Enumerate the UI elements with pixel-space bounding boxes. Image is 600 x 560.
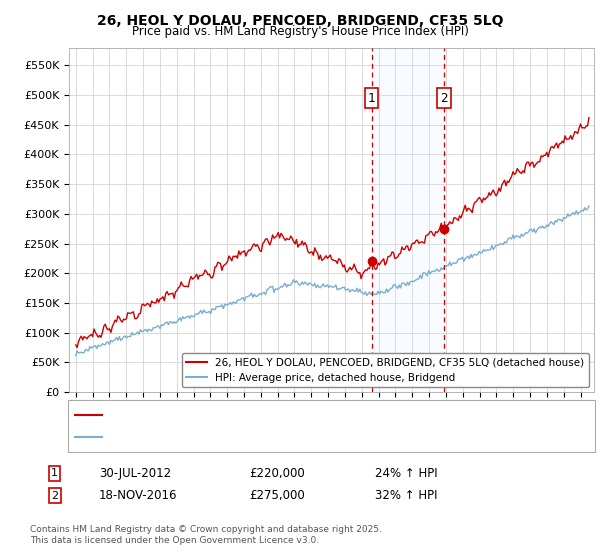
Text: 32% ↑ HPI: 32% ↑ HPI [375,489,437,502]
Text: Contains HM Land Registry data © Crown copyright and database right 2025.
This d: Contains HM Land Registry data © Crown c… [30,525,382,545]
Text: 26, HEOL Y DOLAU, PENCOED, BRIDGEND, CF35 5LQ: 26, HEOL Y DOLAU, PENCOED, BRIDGEND, CF3… [97,14,503,28]
Text: 30-JUL-2012: 30-JUL-2012 [99,466,171,480]
Text: 1: 1 [51,468,58,478]
Text: £275,000: £275,000 [249,489,305,502]
Legend: 26, HEOL Y DOLAU, PENCOED, BRIDGEND, CF35 5LQ (detached house), HPI: Average pri: 26, HEOL Y DOLAU, PENCOED, BRIDGEND, CF3… [182,353,589,387]
Text: 2: 2 [51,491,58,501]
Text: 1: 1 [368,92,375,105]
Text: HPI: Average price, detached house, Bridgend: HPI: Average price, detached house, Brid… [107,432,347,442]
Text: 24% ↑ HPI: 24% ↑ HPI [375,466,437,480]
Text: 2: 2 [440,92,448,105]
Text: 18-NOV-2016: 18-NOV-2016 [99,489,178,502]
Text: £220,000: £220,000 [249,466,305,480]
Bar [371,48,444,392]
Text: Price paid vs. HM Land Registry's House Price Index (HPI): Price paid vs. HM Land Registry's House … [131,25,469,38]
Text: 26, HEOL Y DOLAU, PENCOED, BRIDGEND, CF35 5LQ (detached house): 26, HEOL Y DOLAU, PENCOED, BRIDGEND, CF3… [107,410,476,421]
